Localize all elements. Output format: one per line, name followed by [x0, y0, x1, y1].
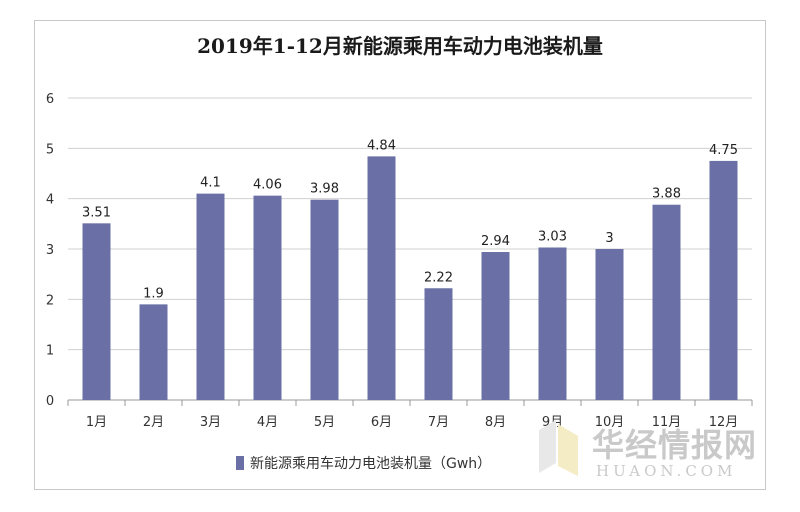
- chart-title: 2019年1-12月新能源乘用车动力电池装机量: [197, 34, 603, 58]
- data-label: 4.84: [367, 138, 396, 153]
- data-label: 1.9: [143, 286, 164, 301]
- bar: [595, 249, 624, 400]
- watermark-text: 华经情报网: [592, 426, 758, 464]
- y-tick-label: 3: [46, 243, 54, 258]
- y-tick-label: 4: [46, 193, 54, 208]
- bar: [652, 204, 681, 400]
- data-labels: 3.51 1.9 4.1 4.06 3.98 4.84 2.22 2.94 3.03 3 3.88 4…: [82, 138, 738, 301]
- y-tick-label: 1: [46, 344, 54, 359]
- data-label: 3.03: [538, 229, 567, 244]
- data-label: 3: [605, 231, 613, 246]
- x-tick-label: 6月: [371, 415, 392, 430]
- x-tick-label: 3月: [200, 415, 221, 430]
- data-label: 3.51: [82, 205, 111, 220]
- legend-swatch: [236, 456, 244, 470]
- bars: [82, 156, 738, 400]
- y-axis-ticks: 0 1 2 3 4 5 6: [46, 92, 54, 409]
- x-tick-label: 11月: [652, 415, 682, 430]
- x-tick-label: 4月: [257, 415, 278, 430]
- legend-label: 新能源乘用车动力电池装机量（Gwh）: [250, 456, 492, 472]
- x-tick-label: 7月: [428, 415, 449, 430]
- data-label: 2.22: [424, 270, 453, 285]
- y-tick-label: 0: [46, 394, 54, 409]
- bar: [139, 304, 168, 400]
- x-tick-label: 5月: [314, 415, 335, 430]
- y-tick-label: 2: [46, 293, 54, 308]
- bar: [253, 195, 282, 400]
- x-tick-label: 10月: [595, 415, 625, 430]
- data-label: 3.98: [310, 182, 339, 197]
- data-label: 4.75: [709, 143, 738, 158]
- watermark-subtext: HUAON.COM: [596, 462, 737, 480]
- x-tick-label: 2月: [143, 415, 164, 430]
- bar: [709, 160, 738, 400]
- data-label: 4.1: [200, 176, 221, 191]
- data-label: 3.88: [652, 187, 681, 202]
- bar: [538, 247, 567, 400]
- bar: [367, 156, 396, 400]
- bar: [82, 223, 111, 400]
- x-tick-label: 12月: [709, 415, 739, 430]
- data-label: 4.06: [253, 178, 282, 193]
- x-tick-label: 8月: [485, 415, 506, 430]
- x-tick-label: 1月: [86, 415, 107, 430]
- data-label: 2.94: [481, 234, 510, 249]
- y-tick-label: 6: [46, 92, 54, 107]
- watermark-logo: [539, 420, 578, 476]
- legend: 新能源乘用车动力电池装机量（Gwh）: [236, 453, 491, 473]
- bar: [310, 199, 339, 400]
- y-tick-label: 5: [46, 142, 54, 157]
- bar: [424, 288, 453, 400]
- bar: [196, 193, 225, 400]
- gridlines: [68, 97, 752, 401]
- bar: [481, 252, 510, 400]
